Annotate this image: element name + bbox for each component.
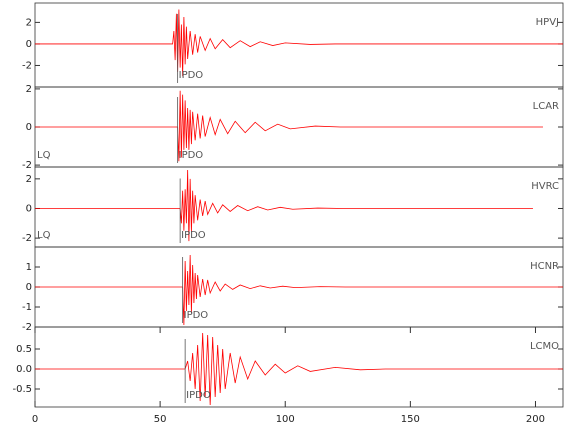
y-tick-label: 0 [26, 122, 32, 133]
waveform [35, 9, 563, 77]
y-tick-label: 2 [26, 17, 32, 28]
x-tick-label: 150 [401, 414, 420, 425]
station-label: LCMO [530, 341, 559, 352]
phase-label: IPDO [179, 150, 204, 161]
y-tick-label: -0.5 [12, 384, 32, 395]
y-tick-label: -2 [22, 322, 32, 333]
y-tick-label: -2 [22, 233, 32, 244]
y-tick-label: 1 [26, 262, 32, 273]
trace-group [35, 254, 563, 326]
phase-label: IPDO [186, 390, 211, 401]
y-tick-label: -2 [22, 160, 32, 171]
annotation: LQ [37, 150, 51, 161]
y-tick-label: 0.5 [16, 344, 32, 355]
x-tick-label: 50 [154, 414, 167, 425]
waveform [35, 169, 533, 242]
station-label: LCAR [533, 101, 559, 112]
y-tick-label: 0 [26, 39, 32, 50]
annotation: LQ [37, 230, 51, 241]
y-tick-label: -1 [22, 302, 32, 313]
trace-group [35, 169, 533, 242]
y-tick-label: -2 [22, 60, 32, 71]
waveform [35, 254, 563, 326]
phase-label: IPDO [184, 310, 209, 321]
waveform [35, 90, 543, 162]
x-tick-label: 200 [526, 414, 545, 425]
station-label: HVRC [531, 181, 559, 192]
station-label: HCNR [530, 261, 559, 272]
y-tick-label: 0.0 [16, 364, 32, 375]
trace-group [35, 332, 563, 406]
waveform [35, 332, 563, 406]
trace-group [35, 90, 543, 162]
y-tick-label: 0 [26, 282, 32, 293]
y-tick-label: 0 [26, 203, 32, 214]
x-tick-label: 100 [276, 414, 295, 425]
y-tick-label: 2 [26, 174, 32, 185]
x-tick-label: 0 [32, 414, 38, 425]
panel-frame [34, 166, 564, 248]
y-tick-label: 2 [26, 84, 32, 95]
phase-label: IPDO [181, 230, 206, 241]
panel-frame [34, 326, 564, 408]
trace-group [35, 9, 563, 77]
panel-frame [34, 2, 564, 88]
station-label: HPVJ [536, 17, 559, 28]
phase-label: IPDO [179, 70, 204, 81]
